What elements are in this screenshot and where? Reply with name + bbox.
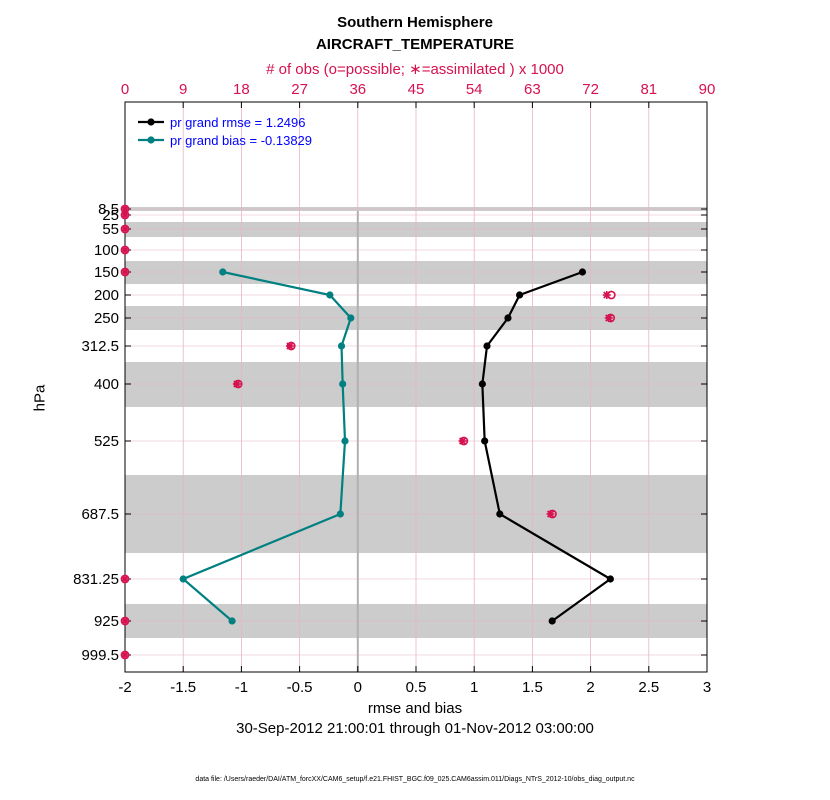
x-tick-label: 3 — [703, 679, 711, 696]
series-point-bias — [219, 268, 227, 276]
x-tick-label: 1.5 — [522, 679, 543, 696]
series-point-rmse — [481, 437, 489, 445]
series-point-bias — [341, 437, 349, 445]
obs-assimilated-marker — [604, 314, 613, 322]
y-tick-label: 150 — [94, 264, 119, 281]
legend-entry: pr grand bias = -0.13829 — [170, 133, 312, 148]
legend-marker — [147, 136, 155, 144]
top-tick-label: 27 — [291, 81, 308, 98]
obs-assimilated-marker — [121, 617, 129, 625]
series-point-bias — [339, 380, 347, 388]
series-point-rmse — [504, 314, 512, 322]
obs-assimilated-stroke — [121, 205, 129, 213]
date-range: 30-Sep-2012 21:00:01 through 01-Nov-2012… — [236, 720, 594, 737]
series-point-rmse — [483, 342, 491, 350]
obs-assimilated-stroke — [121, 575, 129, 583]
series-point-rmse — [478, 380, 486, 388]
y-tick-label: 8.5 — [98, 201, 119, 218]
x-tick-label: 1 — [470, 679, 478, 696]
obs-assimilated-stroke — [546, 510, 555, 518]
obs-assimilated-stroke — [233, 380, 241, 388]
series-point-bias — [228, 617, 236, 625]
obs-assimilated-marker — [121, 205, 129, 213]
obs-assimilated-stroke — [121, 617, 129, 625]
y-tick-label: 400 — [94, 376, 119, 393]
x-tick-label: -0.5 — [287, 679, 313, 696]
obs-assimilated-stroke — [121, 225, 129, 233]
x-tick-label: 0.5 — [406, 679, 427, 696]
obs-assimilated-marker — [121, 211, 129, 219]
y-tick-label: 312.5 — [81, 338, 119, 355]
obs-assimilated-marker — [121, 575, 129, 583]
x-tick-label: -2 — [118, 679, 131, 696]
y-tick-label: 831.25 — [73, 571, 119, 588]
x-tick-label: -1 — [235, 679, 248, 696]
y-tick-label: 250 — [94, 310, 119, 327]
top-tick-label: 63 — [524, 81, 541, 98]
obs-assimilated-stroke — [121, 651, 129, 659]
legend-marker — [147, 118, 155, 126]
obs-assimilated-stroke — [603, 291, 611, 299]
series-point-bias — [337, 342, 346, 350]
obs-assimilated-stroke — [121, 246, 129, 254]
y-tick-label: 55 — [102, 221, 119, 238]
obs-assimilated-marker — [458, 437, 467, 445]
series-point-bias — [347, 314, 355, 322]
obs-assimilated-stroke — [121, 211, 129, 219]
y-tick-label: 100 — [94, 242, 119, 259]
y-tick-label: 200 — [94, 287, 119, 304]
series-point-bias — [179, 575, 187, 583]
top-tick-label: 36 — [349, 81, 366, 98]
obs-assimilated-stroke — [458, 437, 467, 445]
series-point-rmse — [515, 291, 524, 299]
top-tick-label: 54 — [466, 81, 483, 98]
obs-assimilated-stroke — [121, 268, 129, 276]
series-point-bias — [336, 510, 344, 518]
chart-subtitle: AIRCRAFT_TEMPERATURE — [315, 36, 515, 53]
obs-assimilated-marker — [121, 268, 129, 276]
obs-assimilated-marker — [121, 225, 129, 233]
obs-assimilated-marker — [121, 651, 129, 659]
y-tick-label: 687.5 — [81, 506, 119, 523]
y-tick-label: 999.5 — [81, 647, 119, 664]
obs-assimilated-marker — [121, 246, 129, 254]
y-tick-label: 925 — [94, 613, 119, 630]
obs-assimilated-marker — [546, 510, 555, 518]
x-tick-label: -1.5 — [170, 679, 196, 696]
chart-title: Southern Hemisphere — [337, 14, 493, 31]
series-point-rmse — [496, 510, 504, 518]
series-point-bias — [326, 291, 334, 299]
obs-assimilated-marker — [602, 291, 611, 299]
top-tick-label: 9 — [179, 81, 187, 98]
obs-assimilated-marker — [232, 380, 241, 388]
legend-entry: pr grand rmse = 1.2496 — [170, 115, 306, 130]
y-tick-label: 25 — [102, 207, 119, 224]
top-tick-label: 0 — [121, 81, 129, 98]
obs-assimilated-stroke — [286, 342, 294, 350]
x-tick-label: 2.5 — [638, 679, 659, 696]
x-axis-label: rmse and bias — [367, 700, 463, 717]
series-point-rmse — [578, 268, 587, 276]
x-tick-label: 2 — [586, 679, 594, 696]
x-tick-label: 0 — [354, 679, 362, 696]
top-tick-label: 45 — [408, 81, 425, 98]
top-tick-label: 81 — [640, 81, 657, 98]
top-tick-label: 90 — [699, 81, 716, 98]
top-tick-label: 72 — [582, 81, 599, 98]
top-axis-label: # of obs (o=possible; ∗=assimilated ) x … — [266, 61, 564, 78]
y-tick-label: 525 — [94, 433, 119, 450]
top-tick-label: 18 — [233, 81, 250, 98]
data-file-path: data file: /Users/raeder/DAI/ATM_forcXX/… — [195, 776, 635, 783]
obs-assimilated-marker — [285, 342, 294, 350]
series-point-rmse — [548, 617, 556, 625]
series-point-rmse — [606, 575, 614, 583]
obs-assimilated-stroke — [605, 314, 613, 322]
